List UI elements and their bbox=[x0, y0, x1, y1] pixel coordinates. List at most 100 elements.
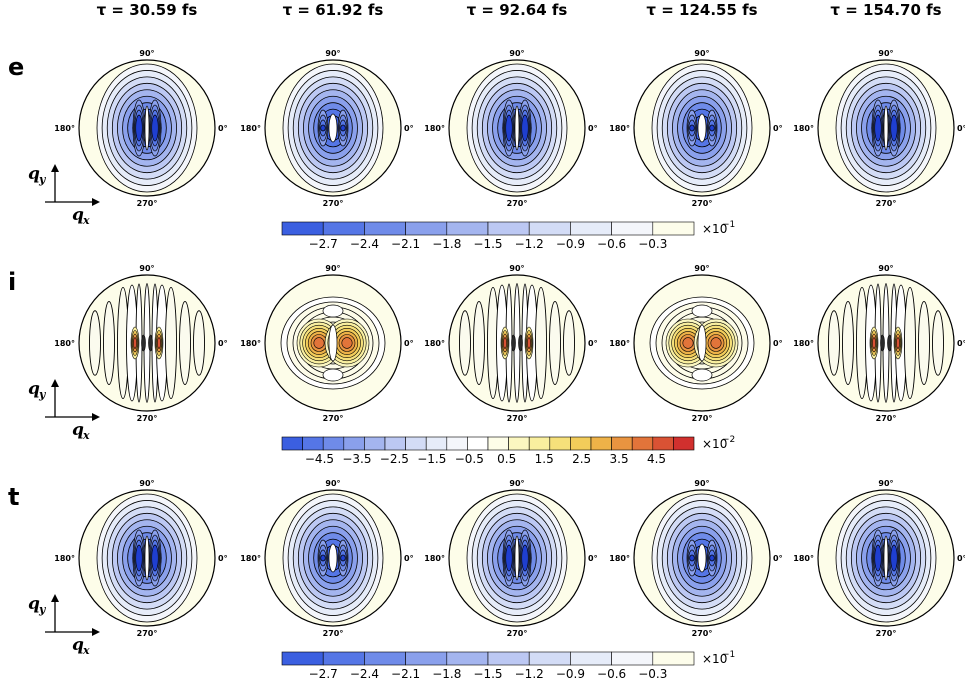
colorbar-swatch bbox=[652, 651, 695, 666]
polar-panel: 90° 270° 180° 0° bbox=[793, 264, 965, 423]
colorbar-exponent: −2 bbox=[722, 435, 735, 445]
angle-label-180: 180° bbox=[54, 554, 75, 563]
interference-stripe bbox=[932, 310, 944, 376]
intensity-lobe bbox=[874, 114, 882, 142]
positive-lobe bbox=[341, 337, 353, 349]
node-line bbox=[883, 105, 889, 151]
interference-stripe bbox=[459, 310, 471, 376]
colorbar-tick-label: −4.5 bbox=[305, 452, 334, 466]
row-i: i 90° 270° 180° 0° 90° 270° 180° 0° 90° 270° 180° 0°… bbox=[8, 264, 965, 466]
polar-panel: 90° 270° 180° 0° bbox=[609, 479, 782, 638]
colorbar-tick-label: −2.5 bbox=[380, 452, 409, 466]
angle-label-270: 270° bbox=[692, 414, 713, 423]
colorbar-swatch bbox=[446, 436, 468, 451]
interference-stripe bbox=[842, 301, 854, 385]
node-line bbox=[514, 535, 520, 581]
intensity-lobe bbox=[890, 544, 898, 572]
colorbar-swatch bbox=[425, 436, 448, 451]
angle-label-0: 0° bbox=[588, 124, 598, 133]
colorbar-tick-label: −1.2 bbox=[515, 667, 544, 681]
angle-label-0: 0° bbox=[404, 124, 414, 133]
qy-label: q bbox=[28, 164, 40, 184]
polar-panel: 90° 270° 180° 0° bbox=[54, 49, 227, 208]
qx-label: q bbox=[72, 205, 84, 225]
colorbar-swatch bbox=[631, 436, 654, 451]
qy-subscript: y bbox=[38, 388, 47, 401]
colorbar-swatch bbox=[570, 221, 612, 236]
node-line bbox=[697, 543, 707, 573]
row-label: e bbox=[8, 53, 24, 81]
intensity-lobe bbox=[135, 544, 143, 572]
colorbar-swatch bbox=[364, 221, 406, 236]
angle-label-90: 90° bbox=[139, 264, 154, 273]
negative-lobe bbox=[511, 334, 516, 352]
colorbar-swatch bbox=[405, 651, 448, 666]
angle-label-90: 90° bbox=[509, 479, 524, 488]
column-title-3: τ = 92.64 fs bbox=[467, 1, 568, 19]
angle-label-90: 90° bbox=[325, 479, 340, 488]
positive-lobe bbox=[896, 337, 900, 349]
angle-label-0: 0° bbox=[773, 554, 783, 563]
row-e: e 90° 270° 180° 0° 90° 270° 180° 0° 90° 270° 180° 0°… bbox=[8, 49, 965, 251]
colorbar-exponent-base: ×10 bbox=[702, 222, 727, 236]
interference-stripe bbox=[193, 310, 205, 376]
qy-subscript: y bbox=[38, 173, 47, 186]
colorbar-swatch bbox=[673, 436, 695, 451]
intensity-lobe bbox=[521, 114, 529, 142]
interference-stripe bbox=[918, 301, 930, 385]
colorbar-swatch bbox=[487, 651, 530, 666]
positive-lobe bbox=[313, 337, 325, 349]
angle-label-0: 0° bbox=[218, 339, 228, 348]
angle-label-0: 0° bbox=[957, 124, 965, 133]
angle-label-180: 180° bbox=[793, 554, 814, 563]
colorbar-tick-label: −2.7 bbox=[309, 237, 338, 251]
intensity-lobe bbox=[151, 114, 159, 142]
intensity-lobe bbox=[505, 114, 513, 142]
colorbar-swatch bbox=[364, 651, 406, 666]
colorbar-exponent: −1 bbox=[722, 650, 735, 660]
angle-label-90: 90° bbox=[509, 264, 524, 273]
colorbar-tick-label: −0.5 bbox=[455, 452, 484, 466]
positive-lobe bbox=[872, 337, 876, 349]
angle-label-270: 270° bbox=[876, 629, 897, 638]
intensity-lobe bbox=[340, 124, 346, 132]
node-line bbox=[328, 324, 338, 362]
polar-panel: 90° 270° 180° 0° bbox=[240, 49, 413, 208]
qx-label: q bbox=[72, 635, 84, 655]
panel-rows: e 90° 270° 180° 0° 90° 270° 180° 0° 90° 270° 180° 0°… bbox=[8, 49, 965, 681]
angle-label-0: 0° bbox=[588, 339, 598, 348]
positive-lobe bbox=[527, 337, 531, 349]
column-title-4: τ = 124.55 fs bbox=[646, 1, 757, 19]
angle-label-90: 90° bbox=[694, 49, 709, 58]
colorbar-swatch bbox=[652, 221, 695, 236]
negative-lobe bbox=[141, 334, 146, 352]
colorbar-swatch bbox=[384, 436, 406, 451]
angle-label-270: 270° bbox=[323, 629, 344, 638]
colorbar-exponent: −1 bbox=[722, 220, 735, 230]
angle-label-0: 0° bbox=[404, 339, 414, 348]
negative-lobe bbox=[148, 334, 153, 352]
colorbar-swatch bbox=[281, 436, 303, 451]
colorbar-tick-label: −2.4 bbox=[350, 237, 379, 251]
polar-panel: 90° 270° 180° 0° bbox=[54, 479, 227, 638]
angle-label-180: 180° bbox=[240, 339, 261, 348]
colorbar-tick-label: −0.6 bbox=[597, 667, 626, 681]
polar-panel: 90° 270° 180° 0° bbox=[424, 49, 597, 208]
qy-subscript: y bbox=[38, 603, 47, 616]
negative-lobe bbox=[880, 334, 885, 352]
angle-label-270: 270° bbox=[876, 199, 897, 208]
angle-label-270: 270° bbox=[876, 414, 897, 423]
colorbar-swatch bbox=[364, 436, 386, 451]
angle-label-90: 90° bbox=[509, 49, 524, 58]
angle-label-90: 90° bbox=[139, 49, 154, 58]
colorbar-swatch bbox=[528, 436, 551, 451]
colorbar-swatch bbox=[611, 651, 654, 666]
angle-label-90: 90° bbox=[139, 479, 154, 488]
colorbar-swatch bbox=[570, 651, 612, 666]
angle-label-0: 0° bbox=[773, 339, 783, 348]
angle-label-270: 270° bbox=[137, 629, 158, 638]
colorbar-tick-label: −1.5 bbox=[473, 667, 502, 681]
colorbar-swatch bbox=[405, 221, 448, 236]
angle-label-180: 180° bbox=[424, 339, 445, 348]
qx-label: q bbox=[72, 420, 84, 440]
